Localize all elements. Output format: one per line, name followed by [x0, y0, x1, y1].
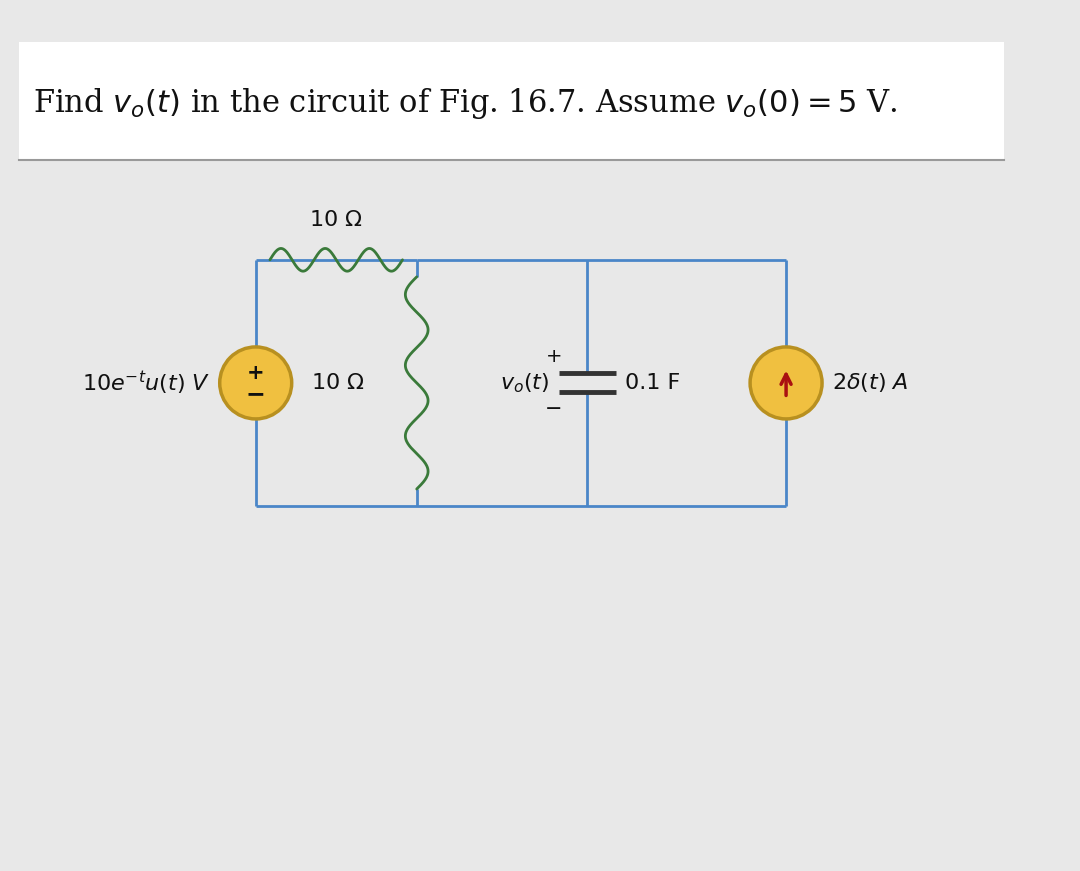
- Text: −: −: [545, 400, 563, 420]
- Circle shape: [751, 347, 822, 419]
- Bar: [19, 42, 1004, 160]
- Circle shape: [219, 347, 292, 419]
- Text: Find $v_o(t)$ in the circuit of Fig. 16.7. Assume $v_o(0) = 5$ V.: Find $v_o(t)$ in the circuit of Fig. 16.…: [33, 86, 897, 121]
- Text: +: +: [545, 347, 563, 366]
- Text: 10 $\Omega$: 10 $\Omega$: [311, 373, 365, 393]
- Text: 10 $\Omega$: 10 $\Omega$: [310, 210, 363, 230]
- Text: $2\delta(t)$ A: $2\delta(t)$ A: [832, 371, 908, 395]
- Text: $v_o(t)$: $v_o(t)$: [500, 371, 550, 395]
- Text: +: +: [247, 363, 265, 383]
- Text: $10e^{-t}u(t)$ V: $10e^{-t}u(t)$ V: [82, 369, 211, 397]
- Text: 0.1 F: 0.1 F: [625, 373, 680, 393]
- Text: −: −: [246, 382, 266, 406]
